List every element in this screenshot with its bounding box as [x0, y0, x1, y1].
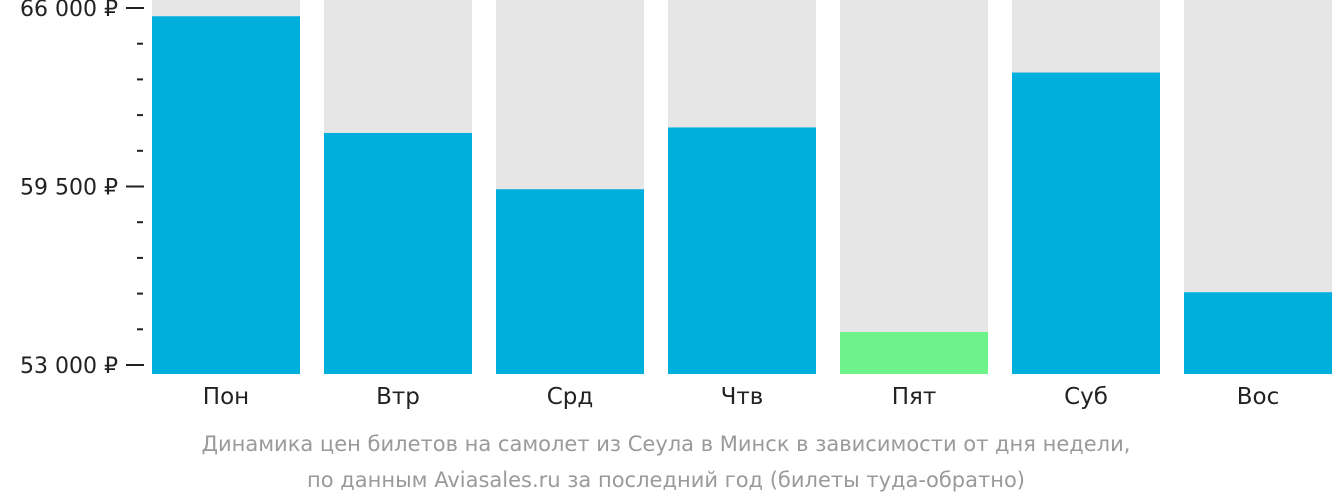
- x-tick-label: Срд: [547, 384, 594, 410]
- bar-2: [324, 132, 472, 374]
- bar-6: [1012, 72, 1160, 375]
- y-tick-label: 59 500 ₽: [20, 176, 118, 201]
- x-tick-label: Пят: [892, 384, 937, 410]
- x-tick-label: Чтв: [721, 384, 764, 410]
- x-tick-label: Суб: [1064, 384, 1108, 410]
- bar-5: [840, 332, 988, 374]
- x-tick-label: Пон: [203, 384, 249, 410]
- y-axis: 53 000 ₽ 59 500 ₽ 66 000 ₽: [20, 0, 144, 379]
- x-axis-labels: Пон Втр Срд Чтв Пят Суб Вос: [203, 384, 1279, 410]
- y-tick-label: 53 000 ₽: [20, 354, 118, 379]
- bar-7: [1184, 292, 1332, 374]
- bar-track: [840, 0, 988, 374]
- x-tick-label: Втр: [376, 384, 420, 410]
- chart-caption-line-2: по данным Aviasales.ru за последний год …: [307, 468, 1025, 492]
- bar-1: [152, 16, 300, 374]
- y-tick-label: 66 000 ₽: [20, 0, 118, 22]
- bar-4: [668, 127, 816, 374]
- chart-caption-line-1: Динамика цен билетов на самолет из Сеула…: [201, 432, 1131, 456]
- bars: [152, 0, 1332, 375]
- x-tick-label: Вос: [1237, 384, 1280, 410]
- bar-3: [496, 189, 644, 374]
